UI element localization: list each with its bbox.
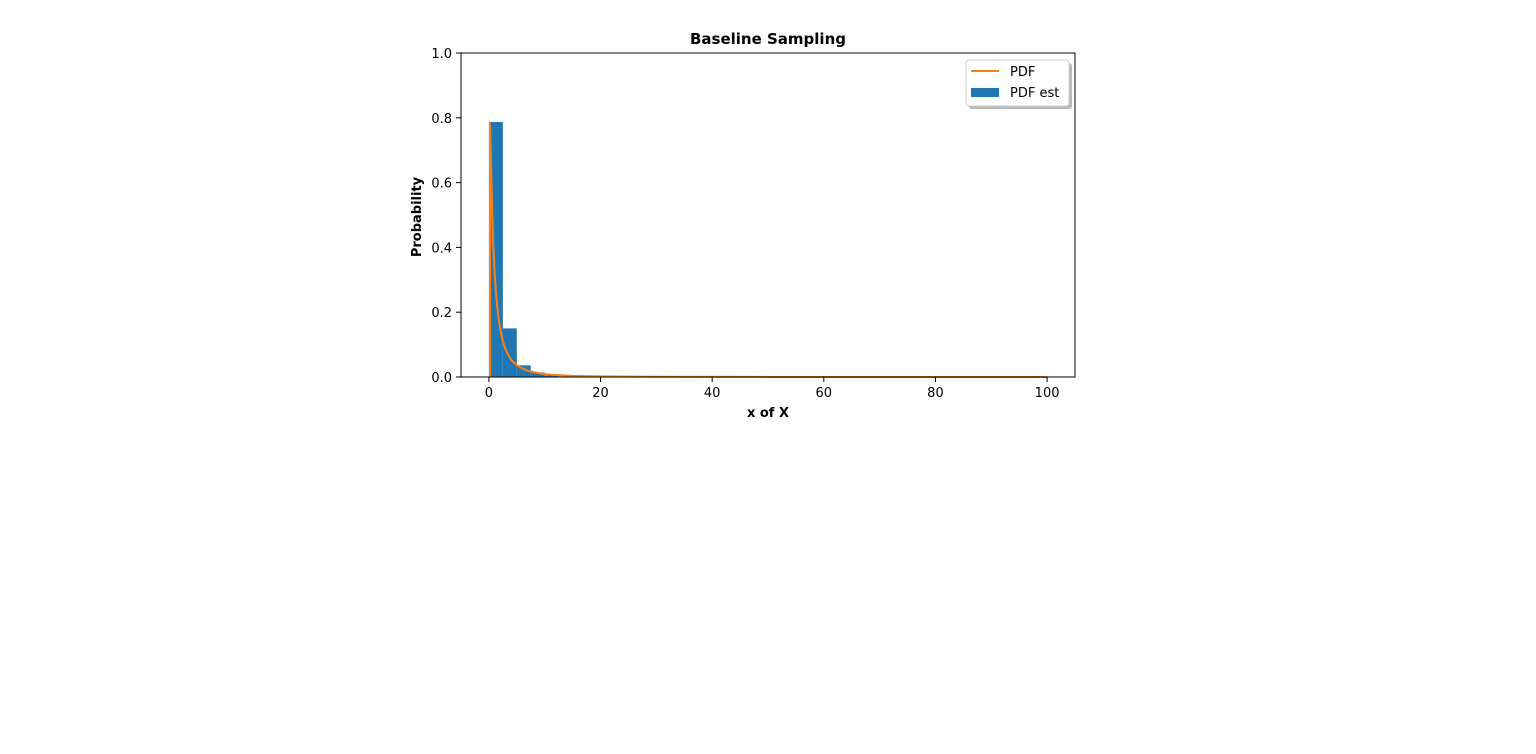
histogram-bar [516,365,531,377]
y-axis-label: Probability [410,176,425,257]
y-tick-label: 1.0 [431,47,452,62]
legend-pdf-label: PDF [1010,65,1035,80]
histogram-bars [488,122,601,378]
x-tick-label: 100 [1035,386,1060,401]
legend-pdf-est-label: PDF est [1010,86,1059,101]
y-tick-label: 0.4 [431,241,452,256]
histogram-bar [544,375,559,377]
x-tick-label: 20 [592,386,609,401]
x-axis-ticks: 0 20 40 60 80 100 [485,377,1060,401]
y-tick-label: 0.8 [431,112,452,127]
x-axis-label: x of X [747,406,789,421]
x-tick-label: 0 [485,386,493,401]
histogram-bar [530,372,545,377]
histogram-bar [502,328,517,377]
chart-title: Baseline Sampling [690,30,846,48]
x-tick-label: 40 [704,386,721,401]
y-axis-ticks: 0.0 0.2 0.4 0.6 0.8 1.0 [431,47,461,386]
pdf-line [489,122,1048,378]
y-tick-label: 0.0 [431,371,452,386]
x-tick-label: 80 [927,386,944,401]
legend-pdf-est-patch [971,88,999,97]
legend: PDF PDF est [965,59,1072,109]
y-tick-label: 0.2 [431,306,452,321]
pdf-line-group [489,122,1048,378]
plot-frame [460,52,1076,378]
y-tick-label: 0.6 [431,177,452,192]
x-tick-label: 60 [816,386,833,401]
